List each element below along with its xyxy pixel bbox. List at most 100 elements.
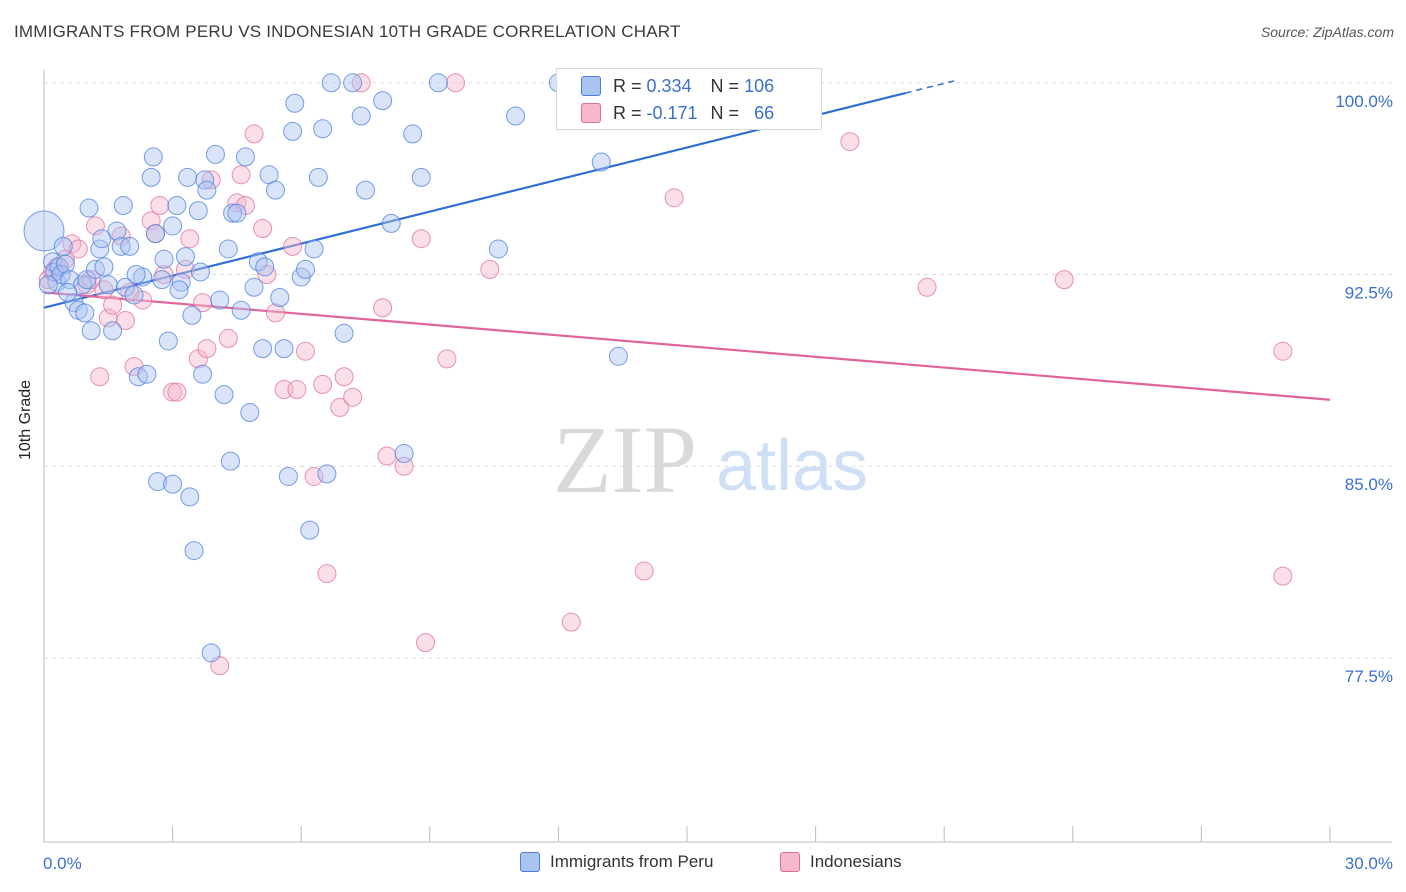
data-point-peru [145, 224, 165, 244]
y-tick-label: 77.5% [1345, 667, 1393, 686]
n-label: N = [710, 102, 740, 123]
trend-line-indonesians [43, 291, 1331, 401]
data-point-peru [126, 265, 146, 285]
data-point-indonesians [85, 216, 105, 236]
legend-item-immigrants-from-peru[interactable]: Immigrants from Peru [520, 852, 713, 872]
data-point-peru [373, 91, 393, 111]
data-point-indonesians [446, 73, 466, 93]
legend-swatch-blue [520, 852, 540, 872]
data-point-peru [124, 285, 144, 305]
data-point-peru [270, 288, 290, 308]
data-point-peru [75, 303, 95, 323]
data-point-indonesians [103, 295, 123, 315]
data-point-peru [308, 167, 328, 187]
data-point-indonesians [437, 349, 457, 369]
trend-line-peru-extension [905, 79, 958, 94]
n-label: N = [710, 75, 740, 96]
data-point-peru [175, 247, 195, 267]
data-point-peru [506, 106, 526, 126]
data-point-peru [171, 272, 191, 292]
data-point-peru [220, 451, 240, 471]
data-point-peru [94, 257, 114, 277]
data-point-peru [235, 147, 255, 167]
data-point-peru [92, 229, 112, 249]
data-point-peru [79, 198, 99, 218]
data-point-indonesians [231, 165, 251, 185]
data-point-peru [152, 270, 172, 290]
data-point-indonesians [115, 311, 135, 331]
data-point-peru [53, 236, 73, 256]
data-point-peru [248, 252, 268, 272]
r-label: R = [613, 75, 642, 96]
data-point-peru [180, 487, 200, 507]
tick-labels: 100.0% 92.5% 85.0% 77.5% 0.0% 30.0% [43, 92, 1393, 873]
data-point-indonesians [68, 239, 88, 259]
blue-swatch [581, 76, 601, 96]
data-point-peru [201, 643, 221, 663]
data-point-peru [214, 385, 234, 405]
data-point-peru [158, 331, 178, 351]
data-point-peru [356, 180, 375, 200]
pink-swatch [581, 103, 601, 123]
data-point-peru [351, 106, 371, 126]
data-point-peru [231, 300, 251, 320]
data-point-peru [197, 180, 217, 200]
data-point-peru [227, 203, 247, 223]
data-point-peru [55, 254, 75, 274]
data-point-peru [148, 472, 168, 492]
legend-item-indonesians[interactable]: Indonesians [780, 852, 902, 872]
data-point-peru [403, 124, 423, 144]
data-point-indonesians [416, 633, 436, 653]
data-point-peru [163, 216, 183, 236]
data-point-peru [488, 239, 508, 259]
legend-label: Indonesians [810, 852, 902, 871]
data-point-peru [38, 275, 58, 295]
data-point-indonesians [330, 397, 350, 417]
data-point-peru [218, 239, 238, 259]
data-point-peru [120, 236, 140, 256]
data-point-peru [167, 195, 187, 215]
data-point-indonesians [253, 218, 273, 238]
data-point-indonesians [343, 387, 363, 407]
data-point-peru [278, 466, 298, 486]
data-point-indonesians [163, 382, 183, 402]
data-point-peru [193, 364, 213, 384]
data-point-peru [334, 323, 354, 343]
data-point-peru [154, 249, 174, 269]
legend-label: Immigrants from Peru [550, 852, 714, 871]
data-point-peru [304, 239, 324, 259]
data-point-indonesians [141, 211, 161, 231]
data-point-peru [265, 180, 285, 200]
watermark-atlas: atlas [716, 426, 868, 506]
data-point-peru [98, 275, 118, 295]
data-point-peru [137, 364, 157, 384]
data-point-peru [81, 321, 101, 341]
data-point-indonesians [480, 259, 500, 279]
data-point-peru [428, 73, 448, 93]
data-point-peru [141, 167, 161, 187]
x-tick-label: 30.0% [1345, 854, 1393, 873]
data-point-indonesians [265, 303, 285, 323]
data-point-indonesians [634, 561, 654, 581]
axes [43, 70, 1392, 843]
data-point-peru [591, 152, 611, 172]
data-point-indonesians [1054, 270, 1074, 290]
data-point-indonesians [150, 195, 170, 215]
data-point-peru [285, 93, 305, 113]
data-point-indonesians [180, 229, 200, 249]
data-point-peru [321, 73, 341, 93]
stats-row-pink: R = -0.171 N = 66 [581, 101, 774, 125]
data-point-peru [178, 167, 198, 187]
series-indonesians [38, 73, 1293, 676]
data-point-peru [113, 195, 133, 215]
data-point-indonesians [167, 382, 187, 402]
data-point-indonesians [411, 229, 431, 249]
data-point-peru [295, 259, 315, 279]
data-point-indonesians [1273, 566, 1293, 586]
data-point-peru [313, 119, 333, 139]
data-point-peru [283, 121, 303, 141]
x-tick-label: 0.0% [43, 854, 82, 873]
chart-title: IMMIGRANTS FROM PERU VS INDONESIAN 10TH … [14, 22, 681, 41]
r-value: 0.334 [646, 75, 692, 96]
data-point-indonesians [664, 188, 684, 208]
